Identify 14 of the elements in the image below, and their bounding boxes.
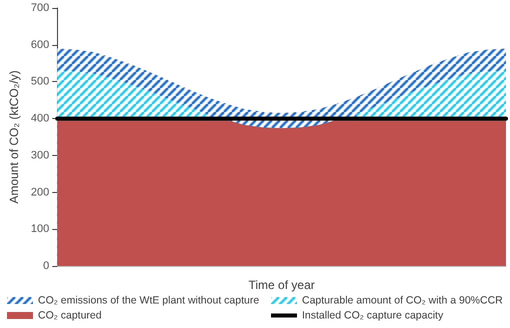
y-tick-label: 400 xyxy=(30,112,50,125)
y-axis-title: Amount of CO₂ (ktCO₂/y) xyxy=(7,70,21,204)
legend-label: Installed CO₂ capture capacity xyxy=(302,310,444,322)
legend-label: CO₂ captured xyxy=(38,310,102,322)
y-tick-label: 700 xyxy=(30,2,50,14)
y-tick-label: 100 xyxy=(30,223,50,236)
y-tick-label: 600 xyxy=(30,38,50,51)
y-tick-label: 500 xyxy=(30,76,50,88)
legend-label: CO₂ emissions of the WtE plant without capture xyxy=(38,294,260,306)
legend-label: Capturable amount of CO₂ with a 90%CCR xyxy=(302,294,504,306)
x-axis-title: Time of year xyxy=(248,278,315,292)
y-tick-label: 200 xyxy=(30,186,50,198)
y-tick-label: 300 xyxy=(30,149,50,162)
y-tick-label: 0 xyxy=(43,260,50,272)
